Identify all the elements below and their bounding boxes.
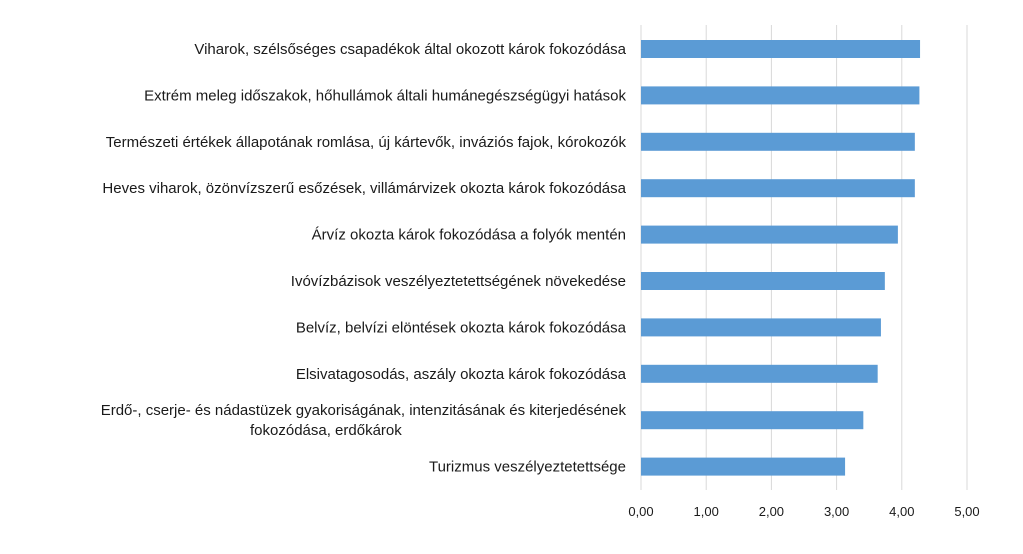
category-label: Viharok, szélsőséges csapadékok által ok… [194,41,626,58]
category-label: Ivóvízbázisok veszélyeztetettségének növ… [291,273,626,290]
bar [641,318,881,337]
category-label: Erdő-, cserje- és nádastüzek gyakoriságá… [101,402,627,419]
category-label: Extrém meleg időszakok, hőhullámok által… [144,87,626,104]
x-tick-label: 0,00 [628,504,653,519]
category-label: Belvíz, belvízi elöntések okozta károk f… [296,319,627,336]
category-label: Elsivatagosodás, aszály okozta károk fok… [296,366,627,383]
x-tick-label: 5,00 [954,504,979,519]
category-label: Heves viharok, özönvízszerű esőzések, vi… [102,180,626,197]
category-label: fokozódása, erdőkárok [250,422,402,439]
x-tick-label: 4,00 [889,504,914,519]
category-label: Természeti értékek állapotának romlása, … [106,134,627,151]
bar [641,132,915,151]
bar [641,86,920,105]
category-label: Árvíz okozta károk fokozódása a folyók m… [312,227,626,244]
x-tick-label: 1,00 [694,504,719,519]
bars [641,40,921,476]
x-tick-label: 2,00 [759,504,784,519]
bar [641,40,921,58]
bar [641,364,878,383]
x-axis-ticks: 0,00 1,00 2,00 3,00 4,00 5,00 [628,504,979,519]
bar [641,411,864,430]
x-tick-label: 3,00 [824,504,849,519]
bar [641,179,915,198]
category-labels: Viharok, szélsőséges csapadékok által ok… [101,41,627,476]
category-label: Turizmus veszélyeztetettsége [429,459,626,476]
bar [641,457,846,476]
bar [641,225,898,244]
bar [641,272,885,290]
